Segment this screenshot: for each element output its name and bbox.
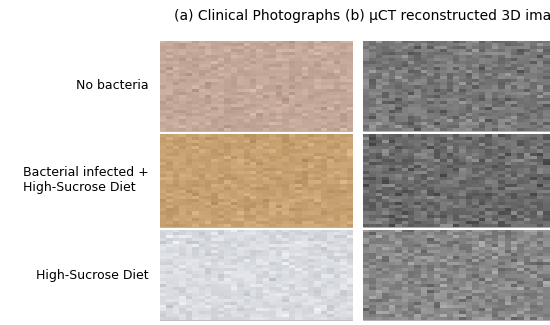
FancyBboxPatch shape [160,134,352,227]
FancyBboxPatch shape [363,230,550,320]
FancyBboxPatch shape [160,230,352,320]
Text: No bacteria: No bacteria [76,79,148,92]
FancyBboxPatch shape [363,41,550,131]
Text: (b) μCT reconstructed 3D images: (b) μCT reconstructed 3D images [345,9,550,23]
FancyBboxPatch shape [363,134,550,227]
FancyBboxPatch shape [160,41,352,131]
Text: High-Sucrose Diet: High-Sucrose Diet [36,268,148,281]
Text: Bacterial infected +
High-Sucrose Diet: Bacterial infected + High-Sucrose Diet [23,166,148,194]
Text: (a) Clinical Photographs: (a) Clinical Photographs [174,9,340,23]
